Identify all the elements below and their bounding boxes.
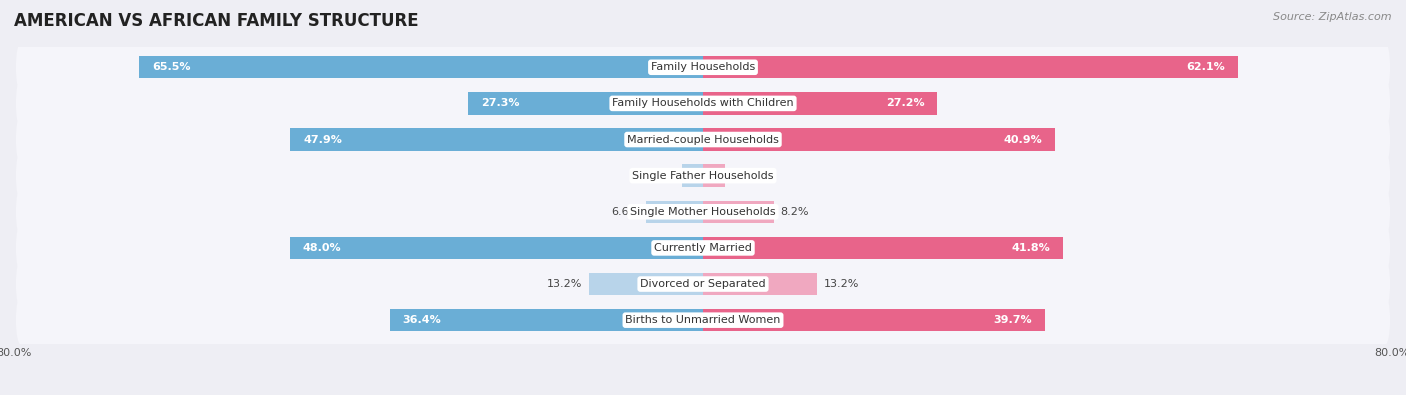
FancyBboxPatch shape <box>15 41 1391 93</box>
Text: 47.9%: 47.9% <box>304 135 342 145</box>
FancyBboxPatch shape <box>15 295 1391 346</box>
Bar <box>389 309 703 331</box>
Text: Married-couple Households: Married-couple Households <box>627 135 779 145</box>
Bar <box>468 92 703 115</box>
Text: 40.9%: 40.9% <box>1004 135 1042 145</box>
Text: 27.3%: 27.3% <box>481 98 519 108</box>
Text: 39.7%: 39.7% <box>994 315 1032 325</box>
FancyBboxPatch shape <box>15 78 1391 129</box>
Text: Family Households with Children: Family Households with Children <box>612 98 794 108</box>
Text: 2.4%: 2.4% <box>647 171 675 181</box>
Bar <box>703 128 1056 151</box>
Text: Source: ZipAtlas.com: Source: ZipAtlas.com <box>1274 12 1392 22</box>
Text: 13.2%: 13.2% <box>824 279 859 289</box>
Bar <box>291 128 703 151</box>
Text: 6.6%: 6.6% <box>612 207 640 217</box>
FancyBboxPatch shape <box>15 186 1391 237</box>
Text: 36.4%: 36.4% <box>402 315 441 325</box>
Text: 65.5%: 65.5% <box>152 62 190 72</box>
Text: 62.1%: 62.1% <box>1187 62 1225 72</box>
FancyBboxPatch shape <box>15 114 1391 165</box>
Text: Single Father Households: Single Father Households <box>633 171 773 181</box>
Text: 8.2%: 8.2% <box>780 207 808 217</box>
FancyBboxPatch shape <box>15 150 1391 201</box>
FancyBboxPatch shape <box>15 222 1391 274</box>
Text: Births to Unmarried Women: Births to Unmarried Women <box>626 315 780 325</box>
Bar <box>703 201 773 223</box>
Bar <box>290 237 703 259</box>
Text: Currently Married: Currently Married <box>654 243 752 253</box>
Text: AMERICAN VS AFRICAN FAMILY STRUCTURE: AMERICAN VS AFRICAN FAMILY STRUCTURE <box>14 12 419 30</box>
Bar <box>703 309 1045 331</box>
Text: Single Mother Households: Single Mother Households <box>630 207 776 217</box>
Text: 27.2%: 27.2% <box>886 98 924 108</box>
Bar <box>703 273 817 295</box>
Text: 41.8%: 41.8% <box>1011 243 1050 253</box>
Bar <box>703 92 938 115</box>
Bar <box>703 237 1063 259</box>
Text: 13.2%: 13.2% <box>547 279 582 289</box>
Bar <box>647 201 703 223</box>
Text: 48.0%: 48.0% <box>302 243 342 253</box>
Bar <box>703 56 1237 79</box>
Text: Family Households: Family Households <box>651 62 755 72</box>
Text: Divorced or Separated: Divorced or Separated <box>640 279 766 289</box>
Bar <box>589 273 703 295</box>
Bar <box>682 164 703 187</box>
FancyBboxPatch shape <box>15 258 1391 310</box>
Bar <box>703 164 724 187</box>
Text: 2.5%: 2.5% <box>731 171 759 181</box>
Bar <box>139 56 703 79</box>
